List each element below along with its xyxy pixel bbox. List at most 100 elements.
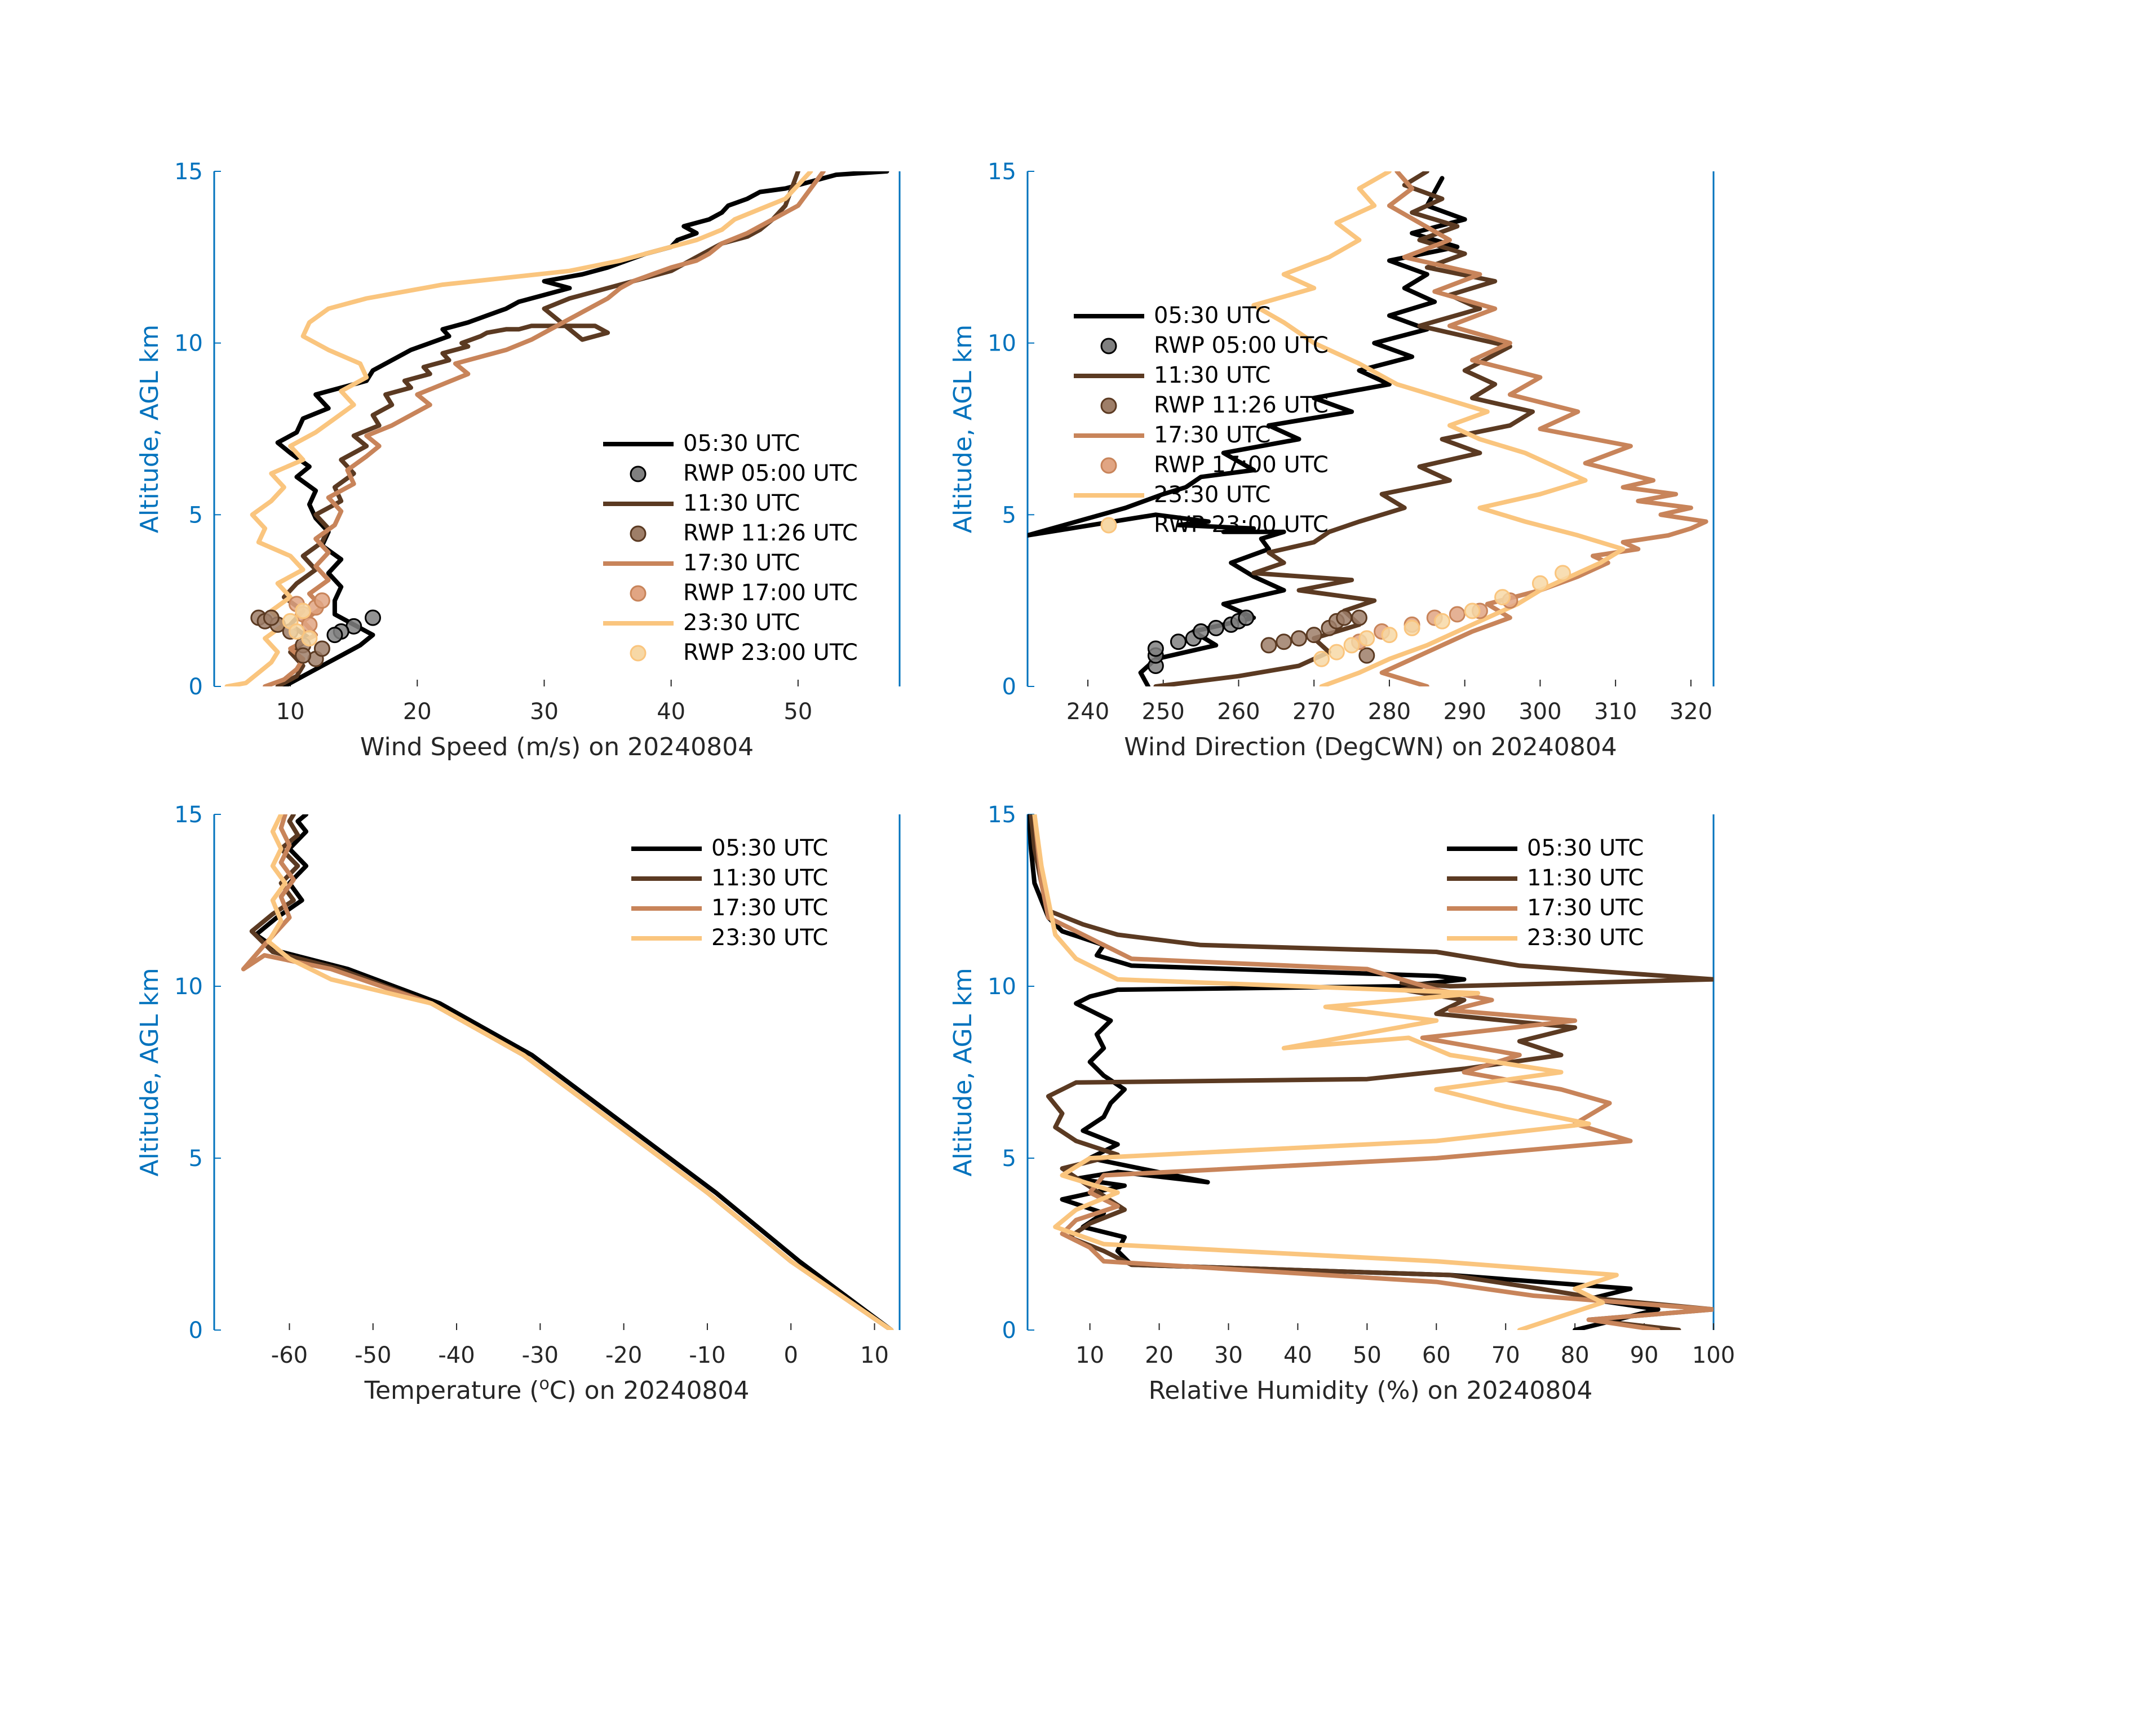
- wind-direction-rwp-point: [1313, 650, 1330, 667]
- wind-direction-rwp-point: [1531, 575, 1548, 592]
- wind-direction-y-tick-label: 5: [1002, 502, 1016, 528]
- wind-direction-rwp-point: [1276, 633, 1292, 650]
- wind-speed-y-axis-label: Altitude, AGL km: [135, 325, 164, 533]
- relative-humidity-x-tick-label: 60: [1422, 1342, 1451, 1368]
- wind-direction-x-tick-label: 260: [1217, 699, 1260, 725]
- wind-direction-rwp-point: [1351, 609, 1367, 626]
- temperature-y-tick-label: 15: [174, 802, 203, 828]
- wind-speed-series-line-1: [275, 171, 800, 686]
- wind-direction-legend-label: 17:30 UTC: [1154, 422, 1270, 448]
- relative-humidity-x-tick-label: 10: [1075, 1342, 1104, 1368]
- relative-humidity-x-tick-label: 100: [1692, 1342, 1735, 1368]
- wind-direction-x-axis-label: Wind Direction (DegCWN) on 20240804: [1124, 733, 1617, 761]
- wind-speed-x-tick-label: 50: [783, 699, 812, 725]
- wind-speed-rwp-point: [364, 609, 381, 626]
- wind-speed-x-axis-label: Wind Speed (m/s) on 20240804: [360, 733, 754, 761]
- wind-speed-x-tick-label: 40: [657, 699, 685, 725]
- wind-speed-legend-label: RWP 11:26 UTC: [683, 520, 858, 546]
- wind-direction-rwp-point: [1449, 606, 1466, 623]
- wind-direction-x-tick-label: 250: [1142, 699, 1185, 725]
- relative-humidity-x-tick-label: 70: [1491, 1342, 1520, 1368]
- wind-direction-legend-marker: [1100, 338, 1117, 354]
- relative-humidity-y-tick-label: 10: [988, 974, 1016, 1000]
- wind-direction-x-tick-label: 240: [1066, 699, 1109, 725]
- wind-direction-x-tick-label: 320: [1670, 699, 1712, 725]
- relative-humidity-x-tick-label: 40: [1283, 1342, 1312, 1368]
- temperature-y-axis-label: Altitude, AGL km: [135, 968, 164, 1176]
- temperature-legend-label: 05:30 UTC: [711, 835, 828, 861]
- wind-direction-x-tick-label: 290: [1443, 699, 1486, 725]
- wind-speed-rwp-point: [295, 647, 312, 664]
- wind-direction-rwp-point: [1207, 619, 1224, 636]
- temperature-series-line-3: [266, 814, 894, 1330]
- temperature-x-tick-label: -50: [355, 1342, 391, 1368]
- wind-direction-rwp-point: [1494, 589, 1511, 606]
- wind-speed-panel: 10 20 30 40 50 0 5 10 15 Wind Speed (m/s) on 2024…: [135, 159, 901, 761]
- relative-humidity-series-line-0: [1028, 814, 1661, 1330]
- temperature-y-tick-label: 10: [174, 974, 203, 1000]
- wind-direction-rwp-point: [1358, 630, 1375, 647]
- wind-speed-rwp-point: [301, 630, 318, 647]
- wind-speed-rwp-point: [313, 640, 330, 657]
- wind-direction-rwp-point: [1358, 647, 1375, 664]
- wind-direction-y-tick-label: 15: [988, 159, 1016, 185]
- relative-humidity-series-line-1: [1029, 814, 1714, 1330]
- wind-speed-rwp-point: [295, 602, 312, 619]
- relative-humidity-y-tick-label: 0: [1002, 1318, 1016, 1344]
- relative-humidity-x-tick-label: 50: [1353, 1342, 1382, 1368]
- wind-direction-rwp-point: [1238, 609, 1255, 626]
- relative-humidity-x-tick-label: 20: [1145, 1342, 1174, 1368]
- wind-speed-y-tick-label: 0: [189, 674, 203, 700]
- relative-humidity-legend-label: 11:30 UTC: [1527, 865, 1644, 891]
- wind-speed-y-tick-label: 5: [189, 502, 203, 528]
- temperature-x-tick-label: 0: [783, 1342, 798, 1368]
- wind-speed-legend-label: 23:30 UTC: [683, 610, 800, 636]
- wind-direction-x-tick-label: 270: [1292, 699, 1335, 725]
- wind-direction-rwp-point: [1147, 640, 1164, 657]
- wind-direction-rwp-point: [1193, 623, 1210, 640]
- relative-humidity-legend-label: 23:30 UTC: [1527, 925, 1644, 951]
- wind-direction-legend-label: 05:30 UTC: [1154, 303, 1270, 329]
- temperature-legend-label: 23:30 UTC: [711, 925, 828, 951]
- temperature-x-tick-label: -60: [271, 1342, 308, 1368]
- wind-speed-legend-label: 17:30 UTC: [683, 550, 800, 576]
- wind-speed-legend-marker: [630, 645, 647, 662]
- temperature-x-tick-label: -30: [522, 1342, 559, 1368]
- temperature-series-line-0: [254, 814, 894, 1330]
- wind-direction-x-tick-label: 310: [1594, 699, 1637, 725]
- relative-humidity-y-tick-label: 15: [988, 802, 1016, 828]
- temperature-legend-label: 11:30 UTC: [711, 865, 828, 891]
- relative-humidity-y-tick-label: 5: [1002, 1146, 1016, 1172]
- wind-speed-legend-label: 05:30 UTC: [683, 431, 800, 456]
- wind-speed-rwp-point: [326, 627, 343, 644]
- relative-humidity-x-tick-label: 90: [1630, 1342, 1659, 1368]
- temperature-x-tick-label: -40: [438, 1342, 475, 1368]
- wind-direction-legend-label: RWP 23:00 UTC: [1154, 512, 1329, 538]
- wind-speed-legend-label: RWP 05:00 UTC: [683, 460, 858, 486]
- wind-direction-legend-label: 11:30 UTC: [1154, 362, 1270, 388]
- wind-speed-x-tick-label: 20: [403, 699, 432, 725]
- wind-speed-series-line-3: [224, 171, 813, 686]
- temperature-y-tick-label: 5: [189, 1146, 203, 1172]
- wind-direction-y-tick-label: 10: [988, 331, 1016, 357]
- temperature-y-tick-label: 0: [189, 1318, 203, 1344]
- relative-humidity-panel: 10 20 30 40 50 60 70 80 90 100 0 5 10 15 Relative Humi…: [949, 802, 1735, 1405]
- wind-speed-rwp-point: [288, 623, 305, 640]
- wind-direction-rwp-point: [1434, 613, 1451, 630]
- temperature-x-tick-label: -10: [689, 1342, 725, 1368]
- wind-speed-legend-label: RWP 17:00 UTC: [683, 580, 858, 606]
- wind-speed-y-tick-label: 15: [174, 159, 203, 185]
- relative-humidity-legend-label: 17:30 UTC: [1527, 895, 1644, 921]
- wind-speed-legend-marker: [630, 525, 647, 542]
- wind-speed-rwp-point: [263, 609, 280, 626]
- wind-direction-legend-marker: [1100, 397, 1117, 414]
- relative-humidity-x-axis-label: Relative Humidity (%) on 20240804: [1149, 1376, 1593, 1405]
- relative-humidity-x-tick-label: 30: [1214, 1342, 1243, 1368]
- wind-direction-series-line-0: [1028, 176, 1467, 686]
- relative-humidity-y-axis-label: Altitude, AGL km: [949, 968, 977, 1176]
- wind-speed-series-line-2: [263, 171, 826, 686]
- temperature-series-line-2: [241, 814, 894, 1330]
- wind-direction-rwp-point: [1404, 619, 1420, 636]
- wind-direction-rwp-point: [1336, 609, 1353, 626]
